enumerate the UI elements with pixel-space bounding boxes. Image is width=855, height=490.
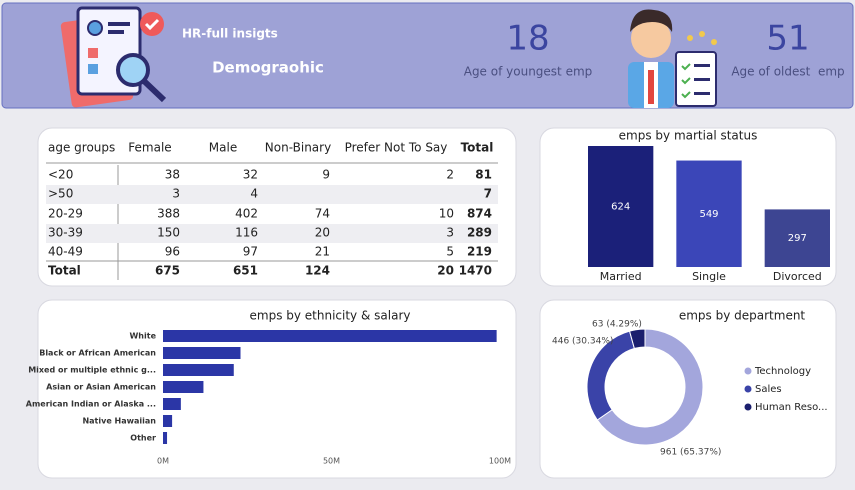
- table-cell: 97: [243, 245, 258, 259]
- legend-swatch: [744, 385, 752, 393]
- bar: [676, 160, 742, 267]
- y-tick-label: Other: [130, 434, 156, 443]
- table-cell: 2: [446, 168, 454, 182]
- x-tick-label: 50M: [323, 457, 340, 466]
- legend-label: Technology: [754, 366, 811, 377]
- table-cell: 4: [250, 187, 258, 201]
- table-cell: 388: [157, 207, 180, 221]
- table-header: Non-Binary: [265, 141, 331, 155]
- legend-label: Human Reso...: [755, 402, 828, 413]
- chart-title: emps by martial status: [619, 129, 758, 143]
- table-cell: 10: [439, 207, 454, 221]
- kpi-value: 51: [766, 19, 809, 59]
- chart-title: emps by ethnicity & salary: [250, 309, 411, 323]
- donut-slice: [628, 328, 646, 350]
- y-tick-label: Asian or Asian American: [46, 383, 156, 392]
- table-header: Total: [461, 141, 494, 155]
- data-label: 63 (4.29%): [592, 320, 642, 330]
- table-cell: >50: [48, 187, 73, 201]
- bar: [163, 432, 168, 444]
- table-card: [37, 127, 517, 287]
- y-tick-label: American Indian or Alaska ...: [26, 400, 156, 409]
- table-cell: 96: [165, 245, 180, 259]
- legend-swatch: [744, 367, 752, 375]
- legend-swatch: [744, 403, 752, 411]
- report-icon: [60, 6, 167, 108]
- y-tick-label: Mixed or multiple ethnic g...: [28, 366, 156, 375]
- table-total: Total: [48, 264, 81, 278]
- chart-card: [37, 299, 517, 479]
- table-cell: 30-39: [48, 226, 83, 240]
- table-cell: 116: [235, 226, 258, 240]
- table-cell: 20: [315, 226, 330, 240]
- table-cell: 3: [172, 187, 180, 201]
- table-cell: 5: [446, 245, 454, 259]
- bar: [163, 330, 497, 342]
- bar: [764, 209, 830, 267]
- table-header: age groups: [48, 141, 115, 155]
- table-header: Prefer Not To Say: [345, 141, 448, 155]
- x-tick-label: Single: [692, 270, 726, 283]
- y-tick-label: White: [129, 332, 156, 341]
- table-cell: 9: [322, 168, 330, 182]
- row-band: [46, 224, 498, 243]
- y-tick-label: Black or African American: [39, 349, 156, 358]
- table-cell: 81: [475, 168, 492, 182]
- table-cell: 21: [315, 245, 330, 259]
- bar: [588, 146, 654, 267]
- data-label: 624: [611, 202, 630, 213]
- data-label: 549: [699, 209, 718, 220]
- table-cell: 219: [467, 245, 492, 259]
- donut-slice: [596, 328, 704, 446]
- table-cell: 32: [243, 168, 258, 182]
- bar: [163, 381, 204, 393]
- table-cell: 38: [165, 168, 180, 182]
- bar: [163, 364, 234, 376]
- table-cell: 874: [467, 207, 492, 221]
- table-cell: <20: [48, 168, 73, 182]
- data-label: 961 (65.37%): [660, 448, 721, 458]
- x-tick-label: Divorced: [773, 270, 822, 283]
- y-tick-label: Native Hawaiian: [82, 417, 156, 426]
- person-illustration: [628, 9, 717, 108]
- kpi-value: 18: [506, 19, 549, 59]
- legend-label: Sales: [755, 384, 782, 395]
- header-title: HR-full insigts: [182, 27, 278, 41]
- table-cell: 40-49: [48, 245, 83, 259]
- x-tick-label: Married: [600, 270, 642, 283]
- table-header: Male: [209, 141, 237, 155]
- bar: [163, 398, 181, 410]
- table-cell: 7: [484, 187, 492, 201]
- table-cell: 20-29: [48, 207, 83, 221]
- table-total: 651: [233, 264, 258, 278]
- data-label: 446 (30.34%): [552, 337, 613, 347]
- table-header: Female: [128, 141, 171, 155]
- header-subtitle: Demograohic: [212, 59, 324, 77]
- bar: [163, 415, 173, 427]
- table-total: 20: [437, 264, 454, 278]
- kpi-label: Age of youngest emp: [464, 65, 593, 79]
- table-cell: 74: [315, 207, 330, 221]
- table-cell: 402: [235, 207, 258, 221]
- x-tick-label: 100M: [489, 457, 511, 466]
- kpi-label: Age of oldest emp: [731, 65, 844, 79]
- table-cell: 150: [157, 226, 180, 240]
- row-band: [46, 185, 498, 204]
- table-cell: 3: [446, 226, 454, 240]
- table-total: 675: [155, 264, 180, 278]
- table-total: 1470: [459, 264, 492, 278]
- table-total: 124: [305, 264, 330, 278]
- table-cell: 289: [467, 226, 492, 240]
- data-label: 297: [788, 233, 807, 244]
- bar: [163, 347, 241, 359]
- chart-title: emps by department: [679, 309, 806, 323]
- x-tick-label: 0M: [157, 457, 169, 466]
